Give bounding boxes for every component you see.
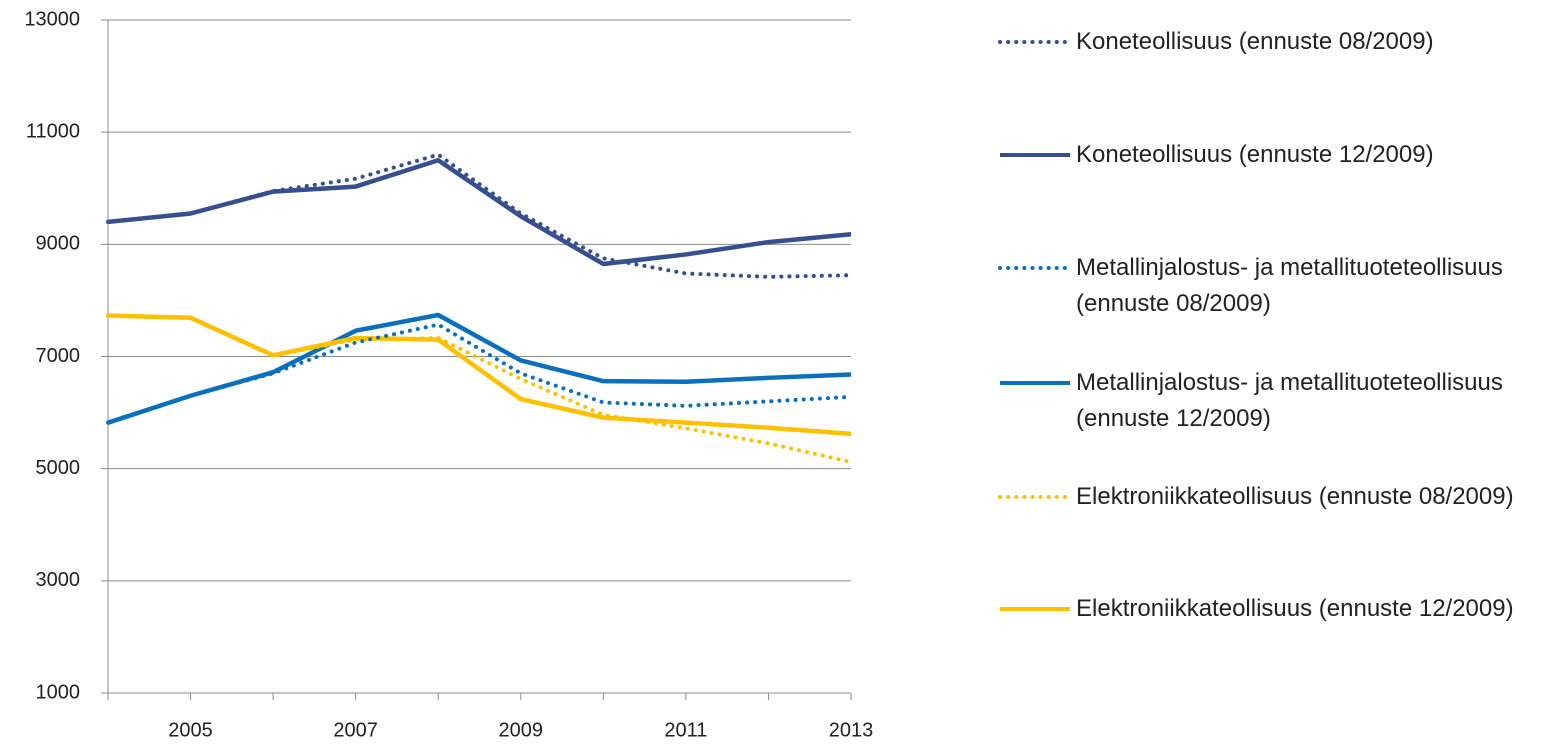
legend-swatch [1000,607,1070,611]
legend-swatch [998,266,1072,270]
legend-label: Metallinjalostus- ja metallituoteteollis… [1076,254,1503,317]
legend-label: Koneteollisuus (ennuste 12/2009) [1076,141,1434,168]
x-tick-label: 2013 [829,719,874,741]
legend-label: Metallinjalostus- ja metallituoteteollis… [1076,369,1503,432]
x-tick-label: 2005 [168,719,213,741]
legend-entry: Elektroniikkateollisuus (ennuste 08/2009… [996,479,1546,515]
legend-entry: Koneteollisuus (ennuste 12/2009) [996,137,1546,173]
legend-swatch [998,40,1072,44]
y-tick-label: 1000 [36,681,81,703]
legend-entry: Elektroniikkateollisuus (ennuste 12/2009… [996,591,1546,627]
y-tick-label: 9000 [36,233,81,255]
series-line [107,157,852,267]
x-tick-label: 2011 [664,719,707,741]
legend-entry: Metallinjalostus- ja metallituoteteollis… [996,365,1546,437]
series-line [106,152,853,279]
y-tick-label: 13000 [24,8,80,30]
legend-swatch [1000,381,1070,385]
series-line [106,313,853,464]
y-tick-label: 7000 [36,345,81,367]
legend-label: Elektroniikkateollisuus (ennuste 12/2009… [1076,595,1514,622]
legend-label: Elektroniikkateollisuus (ennuste 08/2009… [1076,483,1514,510]
legend-entry: Koneteollisuus (ennuste 08/2009) [996,24,1546,60]
y-tick-label: 3000 [36,569,81,591]
legend-label: Koneteollisuus (ennuste 08/2009) [1076,28,1434,55]
legend-entry: Metallinjalostus- ja metallituoteteollis… [996,250,1546,322]
y-tick-label: 5000 [36,457,81,479]
x-tick-label: 2007 [333,719,378,741]
legend-swatch [998,495,1072,499]
y-tick-label: 11000 [26,120,80,142]
x-tick-label: 2009 [499,719,544,741]
legend-swatch [1000,153,1070,157]
chart: 1000 3000 5000 7000 9000 11000 13000 2005 2007 20… [24,8,874,741]
series-line [106,322,853,425]
series-line [107,313,852,437]
